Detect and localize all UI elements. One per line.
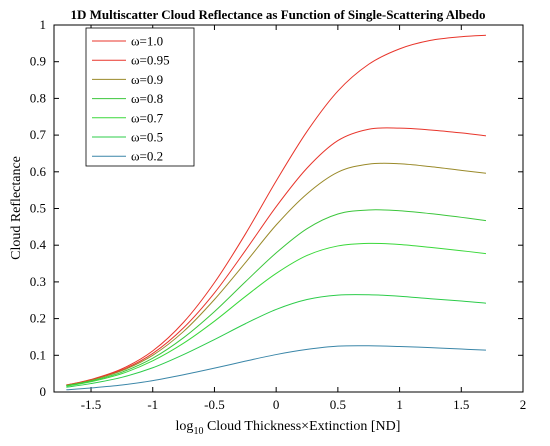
legend-label: ω=0.8	[131, 91, 163, 106]
plot-area: -1.5 -1 -0.5 0 0.5 1 1.5 2 00.10.20.30.40.50.60…	[30, 17, 527, 412]
legend-label: ω=0.2	[131, 149, 163, 164]
legend-label: ω=1.0	[131, 34, 163, 49]
series-line-1	[66, 127, 487, 386]
legend-label: ω=0.9	[131, 72, 163, 87]
y-tick-label: 0.4	[30, 237, 47, 252]
x-tick-label: -1.5	[81, 397, 102, 412]
series-line-3	[66, 209, 487, 387]
series-line-5	[66, 294, 487, 388]
y-tick-label: 0.5	[30, 201, 46, 216]
x-tick-label: 1.5	[453, 397, 469, 412]
x-tick-label: 2	[520, 397, 527, 412]
legend: ω=1.0 ω=0.95 ω=0.9 ω=0.8 ω=0.7 ω=0.5 ω=0.2	[85, 27, 195, 167]
y-tick-label: 0.8	[30, 90, 46, 105]
y-tick-label: 0.3	[30, 274, 46, 289]
x-tick-label: 1	[396, 397, 403, 412]
y-tick-label: 0.9	[30, 54, 46, 69]
series-line-6	[66, 345, 486, 391]
x-tick-label: -0.5	[204, 397, 225, 412]
x-axis: -1.5 -1 -0.5 0 0.5 1 1.5 2	[81, 25, 527, 412]
x-axis-label-prefix: log	[176, 419, 194, 434]
y-tick-label: 0.6	[30, 164, 47, 179]
legend-box	[85, 27, 195, 167]
y-axis-label: Cloud Reflectance	[9, 156, 24, 260]
legend-label: ω=0.95	[131, 53, 170, 68]
x-axis-label-rest: Cloud Thickness×Extinction [ND]	[203, 419, 400, 434]
x-axis-label-subscript: 10	[193, 426, 203, 437]
y-tick-label: 0.2	[30, 311, 46, 326]
series-lines	[66, 34, 487, 391]
y-tick-label: 0	[40, 384, 47, 399]
chart-title: 1D Multiscatter Cloud Reflectance as Fun…	[71, 7, 486, 22]
series-line-4	[66, 242, 487, 387]
x-tick-label: 0.5	[330, 397, 346, 412]
x-tick-label: 0	[273, 397, 280, 412]
legend-label: ω=0.7	[131, 110, 164, 125]
y-tick-label: 1	[40, 17, 47, 32]
y-tick-label: 0.7	[30, 127, 47, 142]
series-line-2	[66, 162, 487, 386]
x-tick-label: -1	[147, 397, 158, 412]
y-tick-label: 0.1	[30, 347, 46, 362]
legend-label: ω=0.5	[131, 130, 163, 145]
y-axis: 0 0.1 0.2 0.3 0.4 0.5 0.6 0.7 0.8 0.9 1	[30, 17, 523, 399]
series-line-0	[66, 34, 486, 386]
x-axis-label: log10 Cloud Thickness×Extinction [ND]	[176, 419, 401, 437]
